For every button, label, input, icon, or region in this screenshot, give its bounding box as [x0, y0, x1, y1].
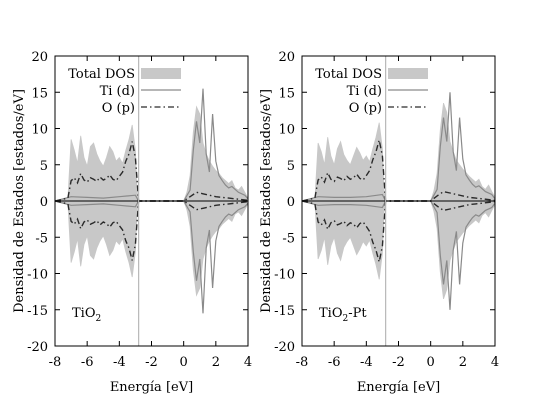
y-tick-label: -10 [27, 268, 48, 283]
panel-label-subscript: 2 [96, 314, 102, 324]
y-axis-label: Densidad de Estados [estados/eV] [259, 89, 274, 313]
x-tick-label: 0 [427, 355, 435, 370]
legend-o-p-label: O (p) [102, 101, 135, 116]
x-tick-label: 2 [459, 355, 467, 370]
series-o-p-up-line [301, 139, 496, 202]
legend-total-dos-swatch [141, 68, 181, 79]
y-tick-label: -15 [274, 304, 295, 319]
x-axis-label: Energía [eV] [357, 380, 440, 395]
x-tick-label: 2 [212, 355, 220, 370]
panel-label-suffix: -Pt [348, 306, 367, 321]
y-tick-label: 10 [278, 123, 295, 138]
legend-total-dos-swatch [388, 68, 428, 79]
series-o-p-down-line [54, 200, 249, 261]
series-ti-d-up-line [301, 92, 496, 202]
series-ti-d-down-line [301, 200, 496, 310]
x-tick-label: -4 [360, 355, 373, 370]
series-ti-d-up-line [54, 88, 249, 202]
y-tick-label: 15 [278, 86, 295, 101]
y-tick-label: 15 [31, 86, 48, 101]
y-tick-label: -20 [274, 340, 295, 355]
legend-ti-d-label: Ti (d) [347, 84, 382, 99]
legend-total-dos-label: Total DOS [68, 67, 135, 82]
legend-ti-d-label: Ti (d) [100, 84, 135, 99]
y-tick-label: -20 [27, 340, 48, 355]
y-tick-label: -5 [35, 231, 48, 246]
y-tick-label: 5 [287, 159, 295, 174]
panel-label: TiO2 [72, 306, 101, 324]
legend-total-dos-label: Total DOS [315, 67, 382, 82]
x-tick-label: 4 [244, 355, 252, 370]
panel-label-subscript: 2 [343, 314, 349, 324]
x-tick-label: -8 [49, 355, 62, 370]
y-tick-label: -10 [274, 268, 295, 283]
x-tick-label: -4 [113, 355, 126, 370]
x-axis-label: Energía [eV] [110, 380, 193, 395]
legend-o-p-label: O (p) [349, 101, 382, 116]
y-axis-label: Densidad de Estados [estados/eV] [12, 89, 27, 313]
y-tick-label: -5 [282, 231, 295, 246]
panel-label: TiO2-Pt [319, 306, 367, 324]
x-tick-label: 0 [180, 355, 188, 370]
x-tick-label: -2 [145, 355, 158, 370]
y-tick-label: 5 [40, 159, 48, 174]
series-ti-d-down-line [54, 200, 249, 314]
series-o-p-up-line [54, 141, 249, 202]
y-tick-label: 20 [31, 50, 48, 65]
x-tick-label: -8 [296, 355, 309, 370]
x-tick-label: -6 [328, 355, 341, 370]
x-tick-label: -2 [392, 355, 405, 370]
panel-label-base: TiO [72, 306, 96, 321]
y-tick-label: -15 [27, 304, 48, 319]
panel-label-base: TiO [319, 306, 343, 321]
y-tick-label: 0 [287, 195, 295, 210]
y-tick-label: 0 [40, 195, 48, 210]
series-o-p-down-line [301, 200, 496, 263]
y-tick-label: 20 [278, 50, 295, 65]
x-tick-label: 4 [491, 355, 499, 370]
y-tick-label: 10 [31, 123, 48, 138]
x-tick-label: -6 [81, 355, 94, 370]
